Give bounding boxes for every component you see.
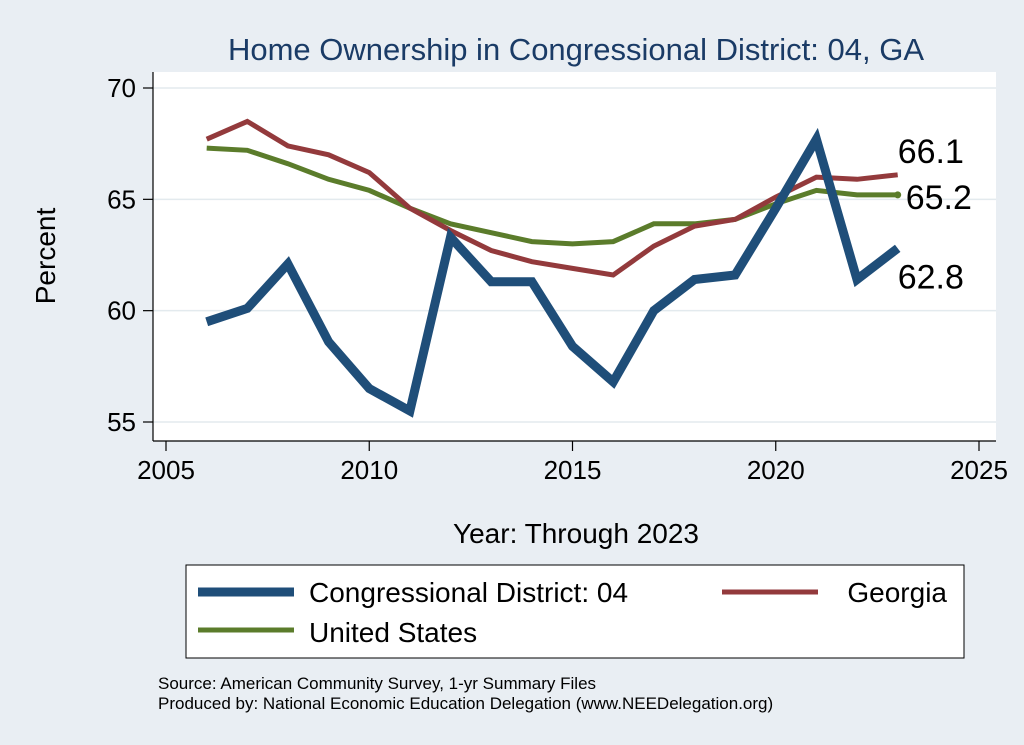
x-tick-label: 2005 bbox=[137, 455, 195, 485]
legend-label-united-states: United States bbox=[309, 617, 477, 648]
series-lines bbox=[205, 118, 902, 418]
x-tick-label: 2020 bbox=[747, 455, 805, 485]
x-tick-label: 2010 bbox=[340, 455, 398, 485]
x-axis-title: Year: Through 2023 bbox=[453, 518, 699, 549]
series-line-district bbox=[205, 127, 901, 418]
x-tick-label: 2015 bbox=[544, 455, 602, 485]
legend-label-district: Congressional District: 04 bbox=[309, 577, 628, 608]
end-label-district: 62.8 bbox=[898, 258, 964, 296]
y-tick-label: 65 bbox=[107, 184, 136, 214]
plot-area bbox=[153, 72, 996, 441]
producer-note: Produced by: National Economic Education… bbox=[158, 694, 773, 713]
end-label-georgia: 66.1 bbox=[898, 133, 964, 171]
x-tick-label: 2025 bbox=[950, 455, 1008, 485]
y-tick-label: 55 bbox=[107, 407, 136, 437]
united-states-end-marker bbox=[894, 191, 902, 199]
source-note: Source: American Community Survey, 1-yr … bbox=[158, 674, 596, 693]
legend: Congressional District: 04 Georgia Unite… bbox=[185, 564, 965, 659]
y-tick-label: 60 bbox=[107, 296, 136, 326]
legend-box bbox=[185, 564, 965, 659]
chart-title: Home Ownership in Congressional District… bbox=[228, 32, 924, 67]
axis-ticks: 55 60 65 70 2005 2010 2015 2020 2025 bbox=[107, 73, 1008, 485]
legend-label-georgia: Georgia bbox=[847, 577, 947, 608]
y-tick-label: 70 bbox=[107, 73, 136, 103]
y-axis-title: Percent bbox=[30, 208, 61, 305]
end-labels: 66.1 65.2 62.8 bbox=[898, 133, 972, 296]
gridlines bbox=[153, 87, 996, 423]
end-label-united-states: 65.2 bbox=[906, 179, 972, 217]
